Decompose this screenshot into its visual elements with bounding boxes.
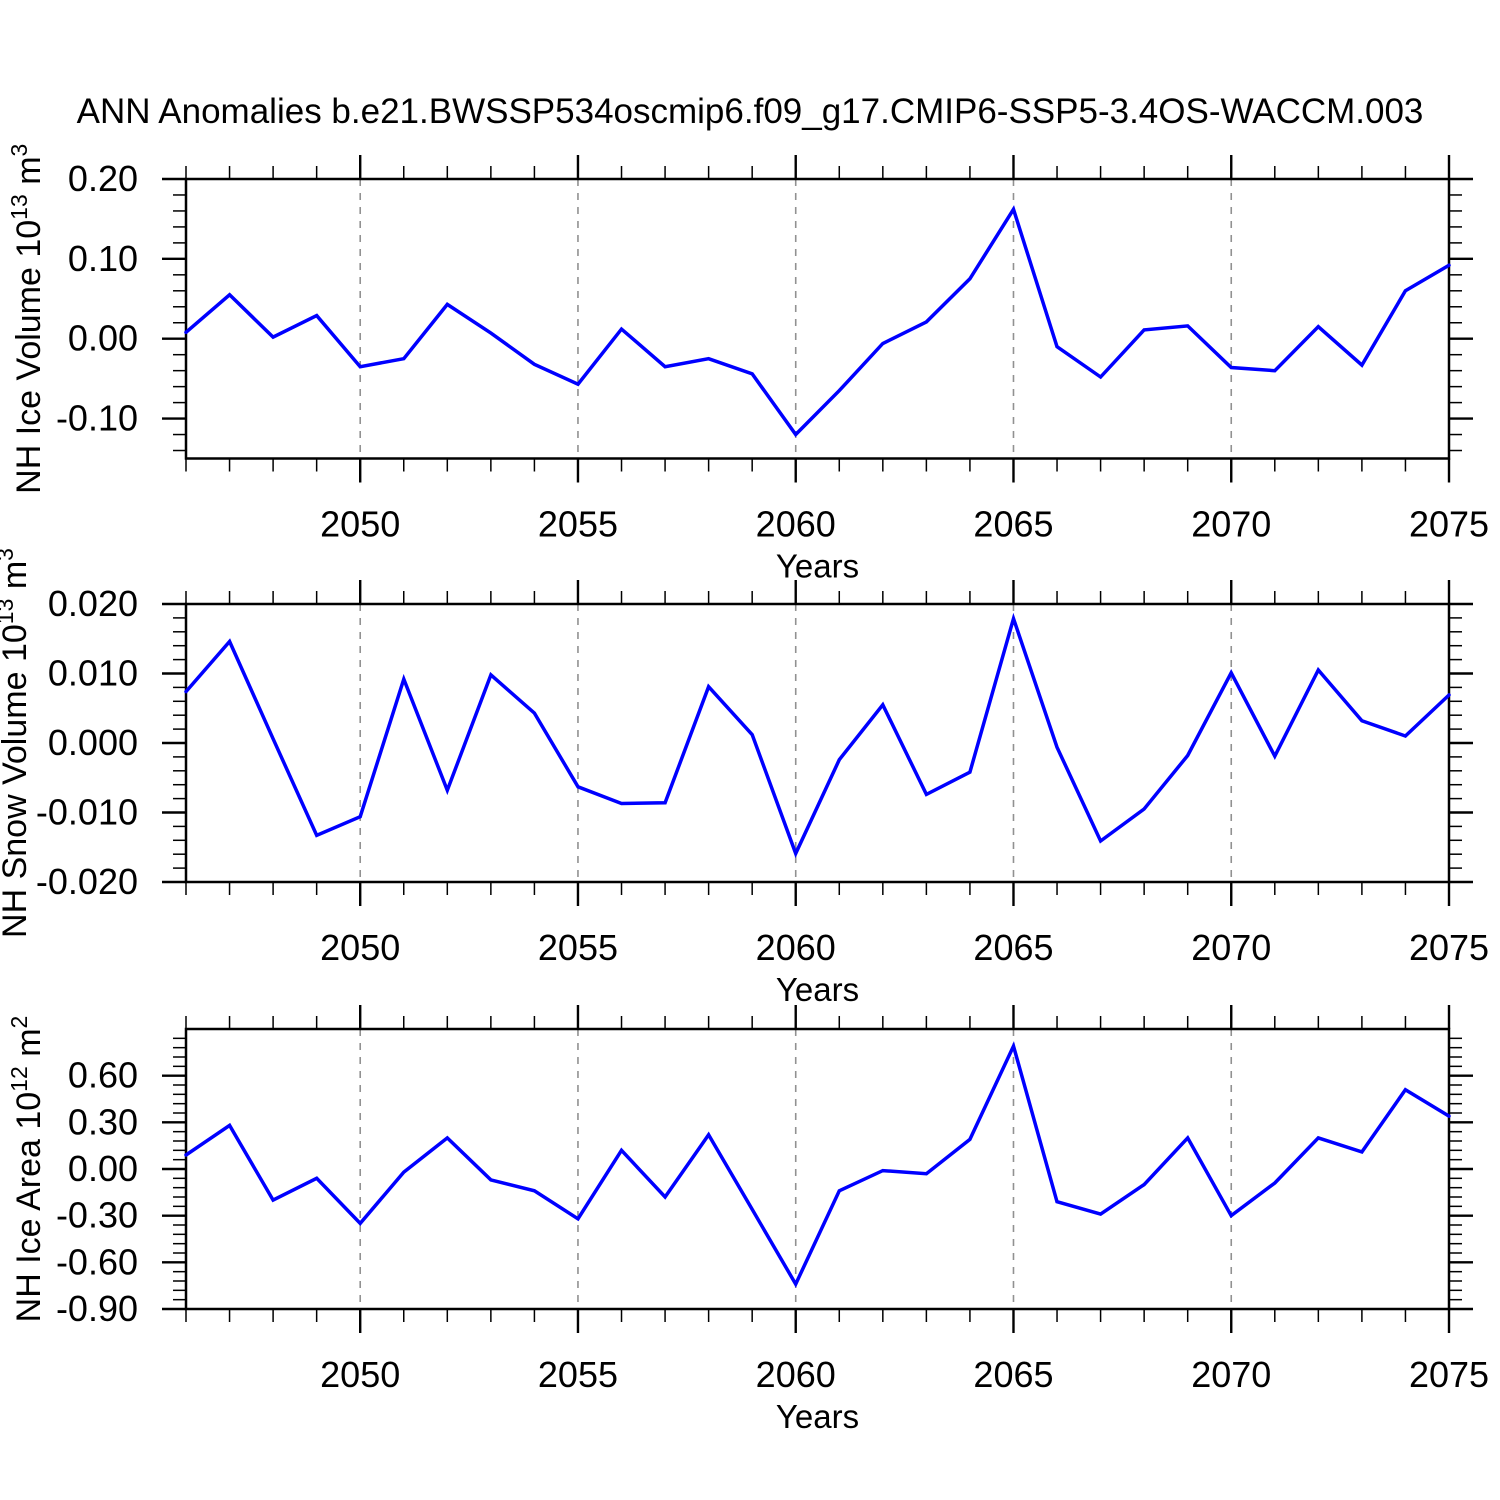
y-axis-title-nh-snow-volume: NH Snow Volume 1013 m3 [0, 548, 34, 938]
y-axis-title-nh-ice-volume: NH Ice Volume 1013 m3 [6, 144, 48, 494]
x-tick-label: 2070 [1191, 927, 1271, 968]
plot-frame [184, 602, 1451, 884]
y-tick-label: -0.60 [56, 1241, 138, 1282]
panel-nh-snow-volume: 0.020 0.010 0.000 -0.010 -0.020 2050 2055 2060 2… [0, 548, 1489, 1008]
x-tick-label: 2065 [973, 504, 1053, 545]
plot-frame [184, 1027, 1451, 1311]
x-tick-label: 2075 [1409, 1354, 1489, 1395]
x-tick-label: 2050 [320, 1354, 400, 1395]
panel-nh-ice-area: 0.60 0.30 0.00 -0.30 -0.60 -0.90 2050 2055 2060 2… [6, 1005, 1489, 1435]
y-tick-label: -0.010 [36, 792, 138, 833]
y-tick-label: 0.000 [48, 722, 138, 763]
y-tick-label: 0.30 [68, 1101, 138, 1142]
x-tick-label: 2060 [756, 927, 836, 968]
y-tick-label: 0.60 [68, 1055, 138, 1096]
y-tick-label: -0.020 [36, 861, 138, 902]
series-line-nh-ice-volume [184, 205, 1451, 438]
y-tick-label: 0.20 [68, 158, 138, 199]
y-tick-label: -0.10 [56, 398, 138, 439]
plot-frame [184, 177, 1451, 460]
y-axis-title-nh-ice-area: NH Ice Area 1012 m2 [6, 1016, 48, 1323]
x-tick-label: 2050 [320, 504, 400, 545]
x-tick-label: 2065 [973, 1354, 1053, 1395]
y-tick-label: 0.010 [48, 653, 138, 694]
y-tick-label: 0.00 [68, 1148, 138, 1189]
x-tick-label: 2060 [756, 504, 836, 545]
chart-main-title: ANN Anomalies b.e21.BWSSP534oscmip6.f09_… [76, 92, 1424, 131]
y-tick-label: 0.00 [68, 318, 138, 359]
x-axis-title: Years [776, 1398, 859, 1435]
x-tick-label: 2055 [538, 504, 618, 545]
x-tick-label: 2055 [538, 927, 618, 968]
x-axis-title: Years [776, 971, 859, 1008]
series-line-nh-snow-volume [184, 612, 1451, 859]
x-tick-label: 2055 [538, 1354, 618, 1395]
x-tick-label: 2050 [320, 927, 400, 968]
x-tick-label: 2060 [756, 1354, 836, 1395]
y-tick-label: 0.10 [68, 238, 138, 279]
x-tick-label: 2070 [1191, 1354, 1271, 1395]
y-tick-label: -0.30 [56, 1195, 138, 1236]
x-axis-title: Years [776, 548, 859, 585]
x-tick-label: 2070 [1191, 504, 1271, 545]
y-tick-label: 0.020 [48, 583, 138, 624]
x-tick-label: 2075 [1409, 927, 1489, 968]
series-line-nh-ice-area [184, 1041, 1451, 1288]
panel-nh-ice-volume: 0.20 0.10 0.00 -0.10 2050 2055 2060 2065 2070 207… [6, 144, 1489, 585]
x-tick-label: 2065 [973, 927, 1053, 968]
x-tick-label: 2075 [1409, 504, 1489, 545]
y-tick-label: -0.90 [56, 1288, 138, 1329]
